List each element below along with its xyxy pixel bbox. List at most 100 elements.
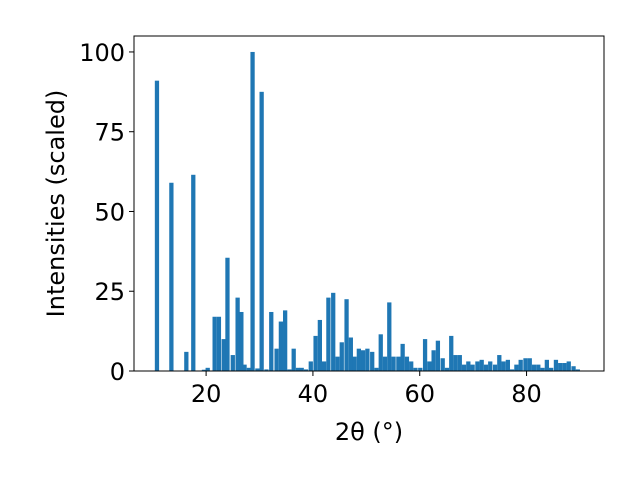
bar bbox=[154, 80, 160, 372]
bar bbox=[201, 369, 207, 371]
bar bbox=[422, 339, 428, 371]
bar bbox=[374, 367, 379, 371]
bar bbox=[413, 367, 418, 371]
bar bbox=[461, 364, 467, 371]
x-axis: 20 40 60 80 bbox=[191, 371, 542, 408]
bar bbox=[497, 355, 502, 371]
bar bbox=[431, 350, 436, 371]
bar bbox=[352, 356, 357, 371]
bar bbox=[356, 348, 361, 371]
bar bbox=[212, 316, 217, 371]
bar bbox=[360, 350, 366, 371]
bar bbox=[269, 311, 274, 371]
bar bbox=[255, 368, 260, 371]
bar bbox=[313, 335, 318, 371]
bar bbox=[562, 363, 567, 371]
bar bbox=[264, 369, 269, 371]
bar bbox=[344, 299, 349, 371]
bar bbox=[278, 321, 284, 371]
bar bbox=[558, 363, 563, 371]
bar bbox=[303, 369, 309, 371]
bar bbox=[518, 359, 523, 371]
bar bbox=[221, 339, 226, 371]
bar bbox=[242, 364, 247, 371]
bar bbox=[571, 366, 576, 371]
bar bbox=[299, 367, 304, 371]
bar bbox=[466, 361, 471, 371]
bar bbox=[239, 311, 244, 371]
y-tick-label: 50 bbox=[94, 198, 125, 226]
bar bbox=[308, 361, 313, 371]
x-tick-label: 20 bbox=[191, 380, 222, 408]
bar bbox=[317, 319, 322, 371]
bar bbox=[283, 310, 288, 371]
bar bbox=[536, 364, 541, 371]
bar bbox=[291, 348, 296, 371]
x-tick-label: 40 bbox=[298, 380, 329, 408]
y-axis-label: Intensities (scaled) bbox=[42, 90, 70, 318]
bar bbox=[548, 367, 554, 371]
bar bbox=[449, 335, 454, 371]
bar bbox=[382, 356, 388, 371]
bar bbox=[250, 51, 255, 371]
bar bbox=[435, 340, 441, 371]
bar bbox=[444, 367, 450, 371]
y-axis: 0 25 50 75 100 bbox=[79, 39, 134, 386]
bar bbox=[322, 361, 327, 371]
bar bbox=[326, 297, 331, 371]
bar bbox=[225, 257, 230, 371]
bar bbox=[169, 182, 174, 371]
bar bbox=[370, 351, 375, 371]
y-tick-label: 0 bbox=[110, 358, 125, 386]
bar bbox=[418, 367, 423, 371]
bar bbox=[514, 364, 519, 371]
bar bbox=[391, 356, 396, 371]
bar bbox=[295, 367, 301, 371]
bar bbox=[505, 359, 510, 371]
bar bbox=[427, 361, 432, 371]
bar bbox=[191, 174, 196, 371]
bar bbox=[287, 369, 292, 371]
bar bbox=[540, 367, 545, 371]
bar bbox=[510, 369, 515, 371]
bar bbox=[230, 355, 235, 371]
y-tick-label: 25 bbox=[94, 278, 125, 306]
bar bbox=[527, 358, 532, 371]
bar bbox=[457, 355, 462, 371]
bar bbox=[387, 302, 392, 371]
bar bbox=[404, 356, 410, 371]
y-tick-label: 75 bbox=[94, 119, 125, 147]
bar bbox=[331, 292, 336, 371]
x-axis-label: 2θ (°) bbox=[335, 418, 403, 446]
bar bbox=[339, 342, 344, 371]
bar bbox=[335, 356, 340, 371]
bar bbox=[274, 348, 279, 371]
bar bbox=[246, 367, 251, 371]
bar bbox=[523, 358, 528, 371]
bar bbox=[184, 351, 189, 371]
bar bbox=[378, 334, 383, 371]
bar bbox=[409, 361, 414, 371]
bar-series bbox=[154, 51, 580, 372]
bar bbox=[453, 355, 458, 371]
y-tick-label: 100 bbox=[79, 39, 125, 67]
bar bbox=[566, 361, 571, 371]
x-tick-label: 80 bbox=[511, 380, 542, 408]
bar bbox=[396, 356, 401, 371]
bar bbox=[365, 348, 370, 371]
bar bbox=[205, 367, 210, 371]
bar bbox=[488, 361, 493, 371]
bar bbox=[479, 359, 484, 371]
bar bbox=[544, 359, 549, 371]
bar bbox=[470, 364, 475, 371]
bar bbox=[553, 359, 559, 371]
bar bbox=[348, 337, 353, 371]
bar bbox=[501, 361, 506, 371]
bar bbox=[475, 361, 480, 371]
x-tick-label: 60 bbox=[404, 380, 435, 408]
bar bbox=[259, 91, 264, 371]
bar bbox=[400, 343, 405, 371]
plot-frame bbox=[133, 35, 605, 372]
bar bbox=[440, 358, 445, 371]
